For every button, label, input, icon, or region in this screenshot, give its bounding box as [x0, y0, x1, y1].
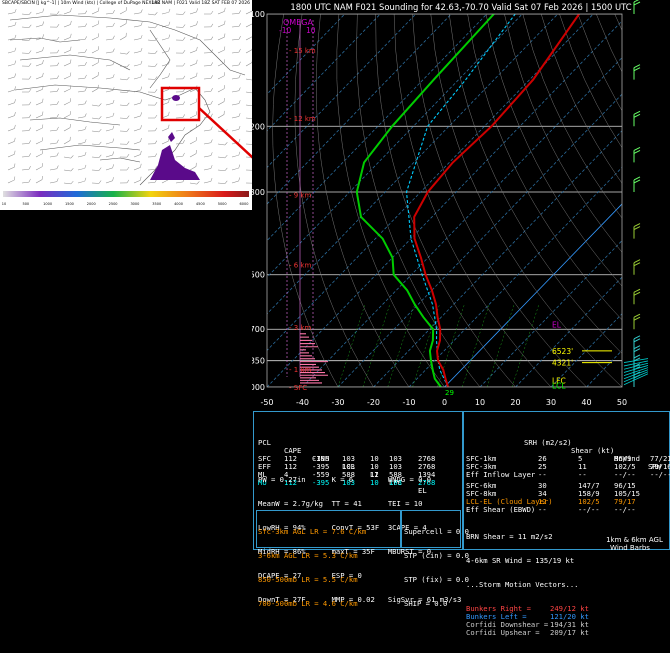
storm-motion-label: Bunkers Right =: [466, 605, 531, 613]
temp-tick-label: 30: [546, 398, 556, 407]
storm-motion-row: Corfidi Downshear =194/31 kt: [466, 621, 579, 629]
parcel-header: PCL CAPE CINH LCL LI LFC EL: [258, 431, 284, 439]
lapse-line: 3-6km AGL LR = 5.3 C/km: [258, 552, 366, 560]
omega-tick: 10: [306, 26, 316, 35]
colorbar-tick-label: 3500: [152, 202, 161, 206]
brn-shear: BRN Shear = 11 m2/s2: [466, 533, 579, 541]
height-label: - 3 km: [289, 324, 311, 332]
pressure-tick-label: 200: [252, 122, 265, 131]
kin-header: SRH (m2/s2) Shear (kt) MnWind SRW: [466, 431, 579, 439]
level-label: LCL: [552, 381, 566, 390]
composite-line: Supercell = 0.0: [404, 528, 469, 536]
map-title-left: SBCAPE/SBCIN [J kg^-1] | 10m Wind (kts) …: [2, 1, 160, 6]
temp-tick-label: 0: [442, 398, 447, 407]
colorbar-tick-label: 5000: [218, 202, 227, 206]
temp-tick-label: -40: [296, 398, 309, 407]
composite-line: STP (cin) = 0.0: [404, 552, 469, 560]
temp-tick-label: 10: [475, 398, 485, 407]
pressure-tick-label: 700: [252, 325, 265, 334]
colorbar-tick-label: 2000: [87, 202, 96, 206]
height-label: - 9 km: [289, 192, 311, 200]
colorbar-tick-label: 2500: [109, 202, 118, 206]
storm-motion-row: Bunkers Right =249/12 kt: [466, 605, 579, 613]
colorbar-tick-label: 500: [22, 202, 29, 206]
lapse-line: 850-500mb LR = 5.5 C/km: [258, 576, 366, 584]
kin-row: Eff Inflow Layer------/----/--: [466, 471, 579, 479]
kin-cell: Eff Inflow Layer: [466, 471, 535, 479]
temp-tick-label: -30: [331, 398, 344, 407]
kin-cell: --/--: [650, 471, 670, 479]
height-label: - 15 km: [289, 47, 316, 55]
kin-cell: Eff Shear (EBWD): [466, 506, 535, 514]
kin-cell: --/--: [614, 506, 636, 514]
storm-motion-label: Bunkers Left =: [466, 613, 527, 621]
kin-cell: --: [538, 506, 547, 514]
height-label: - SFC: [289, 384, 307, 392]
lapse-line: Sfc-3km AGL LR = 7.6 C/km: [258, 528, 366, 536]
hodo-label: 1km & 6km AGL Wind Barbs: [592, 528, 668, 560]
temp-tick-label: 50: [617, 398, 627, 407]
composite-line: SHIP = 0.0: [404, 600, 469, 608]
colorbar-tick-label: 4000: [174, 202, 183, 206]
colorbar-tick-label: 10: [2, 202, 6, 206]
level-label: EL: [552, 321, 562, 330]
level-label: 6523': [552, 347, 573, 356]
colorbar-tick-label: 1000: [43, 202, 52, 206]
storm-motion-value: 209/17 kt: [550, 629, 589, 637]
pressure-tick-label: 1000: [252, 383, 265, 392]
storm-motion-label: Corfidi Upshear =: [466, 629, 540, 637]
thermo-line: MeanW = 2.7g/kg TT = 41 TEI = 10: [258, 500, 461, 508]
chart-title: 1800 UTC NAM F021 Sounding for 42.63,-70…: [290, 2, 631, 12]
storm-motion-row: Bunkers Left =121/20 kt: [466, 613, 579, 621]
kin-cell: --: [538, 471, 547, 479]
kin-cell: --/--: [578, 506, 600, 514]
pressure-tick-label: 850: [252, 357, 265, 366]
temp-tick-label: 20: [510, 398, 520, 407]
height-label: - 1 km: [289, 366, 311, 374]
surface-label: 29: [445, 389, 454, 397]
lapse-block: Sfc-3km AGL LR = 7.6 C/km 3-6km AGL LR =…: [258, 512, 366, 624]
pressure-tick-label: 100: [252, 10, 265, 19]
temp-tick-label: -50: [260, 398, 273, 407]
storm-header: ...Storm Motion Vectors...: [466, 581, 579, 589]
kin-row: Eff Shear (EBWD)----/----/--: [466, 506, 579, 514]
pressure-tick-label: 300: [252, 188, 265, 197]
temp-tick-label: 40: [581, 398, 591, 407]
storm-motion-value: 194/31 kt: [550, 621, 589, 629]
thermo-line: PW = 0.27in K = 6 WNDG = 0.0: [258, 476, 461, 484]
colorbar-tick-label: 4500: [196, 202, 205, 206]
composite-block: Supercell = 0.0 STP (cin) = 0.0 STP (fix…: [404, 512, 469, 624]
pressure-tick-label: 500: [252, 271, 265, 280]
divider: [462, 412, 464, 549]
temp-tick-label: -20: [367, 398, 380, 407]
storm-motion-value: 249/12 kt: [550, 605, 589, 613]
colorbar-tick-label: 3000: [130, 202, 139, 206]
kin-cell: --: [578, 471, 587, 479]
sr-wind: 4-6km SR Wind = 135/19 kt: [466, 557, 579, 565]
kinematic-table: SRH (m2/s2) Shear (kt) MnWind SRW SFC-1k…: [466, 415, 579, 653]
height-label: - 6 km: [289, 262, 311, 270]
temp-tick-label: -10: [402, 398, 415, 407]
col-srh: SRH (m2/s2): [524, 439, 572, 447]
composite-line: STP (fix) = 0.0: [404, 576, 469, 584]
lapse-line: 700-500mb LR = 4.6 C/km: [258, 600, 366, 608]
kin-cell: --/--: [614, 471, 636, 479]
storm-motion-row: Corfidi Upshear =209/17 kt: [466, 629, 579, 637]
omega-tick: -10: [279, 26, 291, 35]
sbcape-map: 10 500 1000 1500 2000 2500 3000 3500 4000 4500 500…: [0, 0, 252, 210]
storm-motion-label: Corfidi Downshear =: [466, 621, 548, 629]
colorbar: [3, 191, 249, 197]
storm-motion-value: 121/20 kt: [550, 613, 589, 621]
col-pcl: PCL: [258, 439, 271, 447]
height-label: - 12 km: [289, 115, 316, 123]
level-label: 4321': [552, 359, 573, 368]
colorbar-tick-label: 6000: [240, 202, 249, 206]
skewt-chart: 1800 UTC NAM F021 Sounding for 42.63,-70…: [252, 0, 670, 412]
cape-target-blob: [172, 95, 180, 101]
map-title-right: 18Z NAM | F021 Valid 18Z SAT FEB 07 2026: [152, 1, 250, 6]
sbcape-map-panel: 10 500 1000 1500 2000 2500 3000 3500 4000 4500 500…: [0, 0, 252, 210]
colorbar-tick-label: 1500: [65, 202, 74, 206]
